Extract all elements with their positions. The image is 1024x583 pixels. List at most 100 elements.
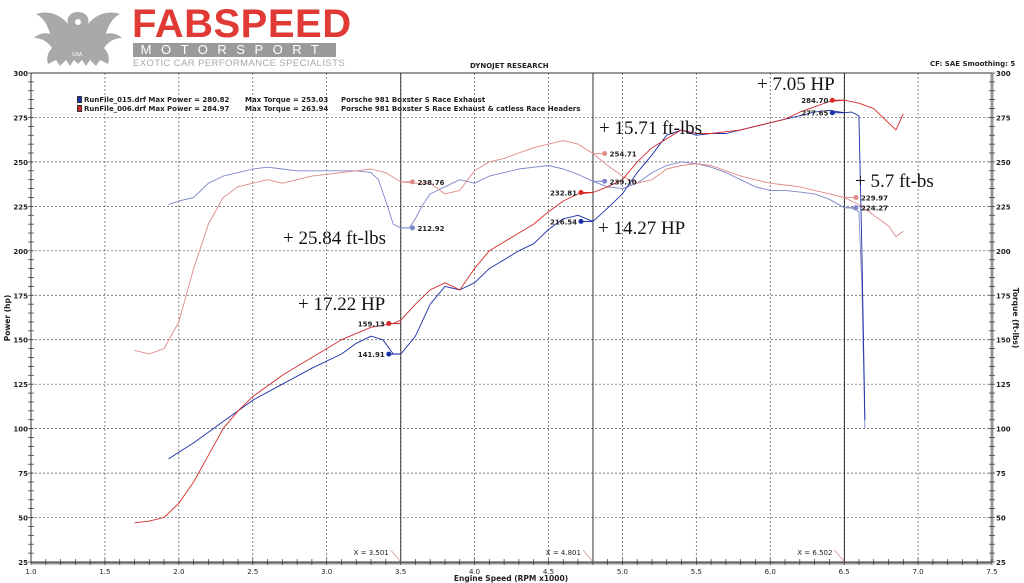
- x-tick-label: 6.0: [765, 568, 776, 576]
- fabspeed-logo: USA FABSPEED MOTORSPORT EXOTIC CAR PERFO…: [0, 0, 360, 72]
- marker-value-label: 159.13: [358, 320, 385, 328]
- series-line: [168, 161, 866, 429]
- y-tick-label-right: 50: [996, 515, 1006, 523]
- marker-value-label: 141.91: [358, 351, 385, 359]
- legend-max-torque: Max Torque = 263.94: [245, 105, 329, 113]
- y-tick-label-right: 250: [996, 159, 1011, 167]
- chart-legend: RunFile_015.drf Max Power = 280.82 Max To…: [77, 96, 580, 114]
- chart-title: DYNOJET RESEARCH: [470, 62, 549, 70]
- x-axis-label: Engine Speed (RPM x1000): [454, 574, 568, 583]
- marker-dot-icon: [853, 195, 859, 201]
- eagle-emblem-icon: USA: [34, 12, 122, 66]
- series-line: [168, 109, 866, 460]
- brand-subtitle: MOTORSPORT: [133, 43, 336, 57]
- annotation-torque-gain-6500: + 5.7 ft-bs: [855, 171, 934, 192]
- marker-dot-icon: [386, 351, 392, 357]
- cursor-label: X = 4.801: [546, 549, 581, 557]
- x-tick-label: 1.0: [25, 568, 36, 576]
- marker-dot-icon: [578, 189, 584, 195]
- y-tick-label-right: 275: [996, 114, 1011, 122]
- series-line: [134, 140, 904, 355]
- y-axis-label-right: Torque (ft-lbs): [1011, 288, 1020, 349]
- legend-file: RunFile_015.drf: [84, 96, 146, 104]
- chart-markers: 159.13 141.91 238.76 212.92 232.81 216.54 254.…: [358, 97, 888, 359]
- marker-value-label: 216.54: [550, 218, 577, 226]
- y-tick-label-left: 75: [18, 470, 28, 478]
- x-tick-label: 3.5: [395, 568, 406, 576]
- series-line: [134, 99, 904, 524]
- chart-grid: [31, 73, 992, 562]
- annotation-torque-gain-4800: + 15.71 ft-lbs: [599, 118, 703, 139]
- x-tick-label: 2.5: [247, 568, 258, 576]
- cursor-lines: X = 3.501 X = 4.801 X = 6.502: [354, 73, 845, 563]
- marker-value-label: 239.10: [610, 178, 637, 186]
- y-axis-label-left: Power (hp): [3, 295, 12, 342]
- y-tick-label-left: 25: [18, 559, 28, 567]
- marker-value-label: 212.92: [417, 225, 444, 233]
- x-tick-label: 3.0: [321, 568, 332, 576]
- legend-item: RunFile_006.drf Max Power = 284.97 Max To…: [77, 105, 580, 114]
- y-tick-label-left: 125: [13, 381, 28, 389]
- x-tick-label: 1.5: [99, 568, 110, 576]
- marker-value-label: 232.81: [550, 189, 577, 197]
- y-tick-label-right: 75: [996, 470, 1006, 478]
- svg-text:USA: USA: [72, 52, 83, 58]
- y-tick-label-left: 150: [13, 337, 28, 345]
- marker-value-label: 277.65: [801, 110, 828, 118]
- legend-max-power: Max Power = 284.97: [148, 105, 230, 113]
- marker-dot-icon: [386, 320, 392, 326]
- y-tick-label-right: 175: [996, 292, 1011, 300]
- cursor-label: X = 3.501: [354, 549, 389, 557]
- legend-max-power: Max Power = 280.82: [148, 96, 230, 104]
- annotation-hp-gain-4800: + 14.27 HP: [598, 218, 686, 239]
- legend-file: RunFile_006.drf: [84, 105, 146, 113]
- marker-value-label: 238.76: [417, 179, 444, 187]
- cursor-label: X = 6.502: [797, 549, 832, 557]
- legend-swatch-red-icon: [77, 105, 82, 112]
- legend-swatch-blue-icon: [77, 96, 82, 103]
- x-tick-label: 4.0: [469, 568, 480, 576]
- marker-dot-icon: [578, 218, 584, 224]
- y-tick-label-left: 100: [13, 426, 28, 434]
- brand-name: FABSPEED: [132, 2, 352, 46]
- cursor-pointer: [834, 549, 845, 563]
- annotation-torque-gain-3500: + 25.84 ft-lbs: [283, 228, 387, 249]
- marker-dot-icon: [829, 97, 835, 103]
- marker-value-label: 284.70: [801, 97, 828, 105]
- marker-value-label: 224.27: [861, 205, 888, 213]
- y-tick-label-left: 275: [13, 114, 28, 122]
- annotation-hp-gain-6500: + 7.05 HP: [757, 74, 835, 95]
- dyno-settings: CF: SAE Smoothing: 5: [930, 60, 1016, 68]
- brand-tagline: EXOTIC CAR PERFORMANCE SPECIALISTS: [133, 58, 346, 69]
- y-tick-label-left: 250: [13, 159, 28, 167]
- marker-value-label: 254.71: [610, 151, 637, 159]
- x-tick-label: 7.5: [986, 568, 997, 576]
- legend-max-torque: Max Torque = 253.03: [245, 96, 329, 104]
- marker-dot-icon: [409, 225, 415, 231]
- y-tick-label-right: 150: [996, 337, 1011, 345]
- cursor-pointer: [582, 549, 594, 563]
- y-tick-label-right: 225: [996, 203, 1011, 211]
- y-tick-label-right: 300: [996, 70, 1011, 78]
- legend-description: Porsche 981 Boxster S Race Exhaust & cat…: [341, 105, 581, 113]
- marker-value-label: 229.97: [861, 195, 888, 203]
- x-tick-label: 5.0: [617, 568, 628, 576]
- y-tick-label-left: 50: [18, 515, 28, 523]
- marker-dot-icon: [602, 178, 608, 184]
- y-tick-label-right: 125: [996, 381, 1011, 389]
- chart-series: [134, 99, 904, 524]
- y-tick-label-left: 200: [13, 248, 28, 256]
- marker-dot-icon: [409, 179, 415, 185]
- x-tick-label: 6.5: [839, 568, 850, 576]
- cursor-pointer: [390, 549, 402, 563]
- y-tick-label-right: 200: [996, 248, 1011, 256]
- marker-dot-icon: [602, 151, 608, 157]
- legend-description: Porsche 981 Boxster S Race Exhaust: [341, 96, 486, 104]
- x-tick-label: 2.0: [173, 568, 184, 576]
- y-tick-label-right: 100: [996, 426, 1011, 434]
- marker-dot-icon: [829, 110, 835, 116]
- x-tick-label: 7.0: [913, 568, 924, 576]
- annotation-hp-gain-3500: + 17.22 HP: [298, 294, 386, 315]
- x-tick-label: 4.5: [543, 568, 554, 576]
